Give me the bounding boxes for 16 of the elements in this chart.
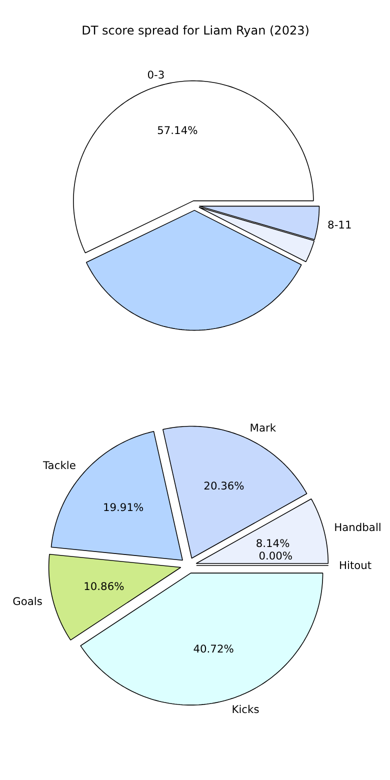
slice-label: 0-3 <box>147 68 165 82</box>
data-label: 8.14% <box>256 536 290 550</box>
slice-label: Goals <box>12 595 43 608</box>
data-label: 19.91% <box>102 501 144 514</box>
text: 0.00% <box>258 550 293 562</box>
slice-label: Tackle <box>42 459 76 472</box>
category-label: Hitout <box>338 559 372 572</box>
slice-label: 8-11 <box>328 218 352 232</box>
slice-label: Handball <box>334 520 382 534</box>
data-label: 20.36% <box>204 479 244 492</box>
data-label: 10.86% <box>84 580 124 593</box>
slice-label: Kicks <box>232 703 260 716</box>
slice-label: Mark <box>250 422 277 435</box>
data-label: 40.72% <box>193 642 234 656</box>
data-label: 57.14% <box>157 124 198 138</box>
chart-title: DT score spread for Liam Ryan (2023) <box>82 24 310 38</box>
